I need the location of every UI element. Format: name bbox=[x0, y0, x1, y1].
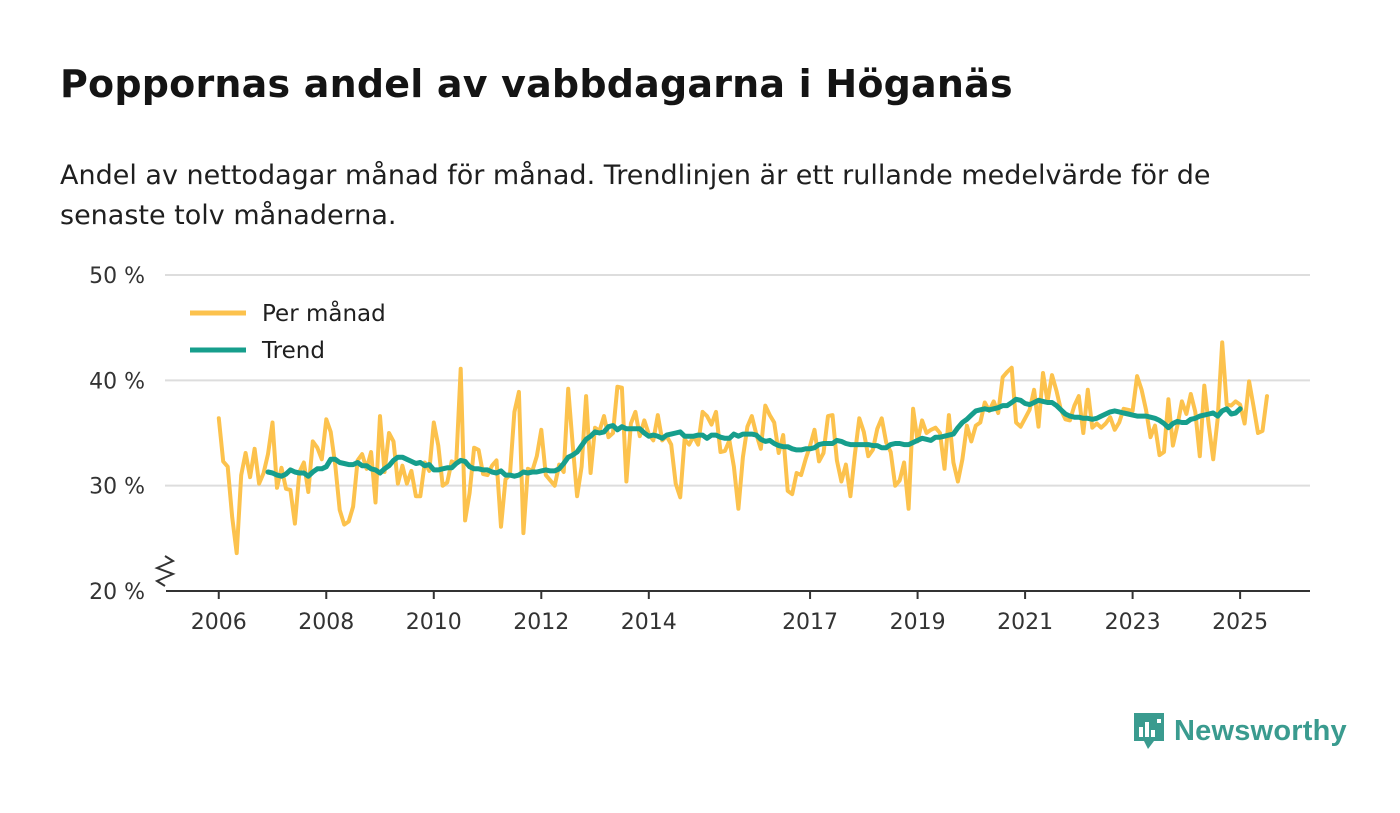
x-tick-label: 2008 bbox=[298, 610, 354, 635]
newsworthy-logo-icon bbox=[1134, 713, 1164, 749]
y-tick-label: 30 % bbox=[89, 475, 145, 500]
newsworthy-logo: Newsworthy bbox=[1132, 711, 1347, 751]
legend: Per månad Trend bbox=[190, 299, 386, 364]
legend-label-trend: Trend bbox=[261, 338, 325, 364]
y-tick-label: 40 % bbox=[89, 369, 145, 394]
x-tick-label: 2012 bbox=[513, 610, 569, 635]
axes: 20 % 30 % 40 % 50 % 2006 2008 2010 2012 2014 2017… bbox=[89, 264, 1310, 635]
x-tick-label: 2006 bbox=[191, 610, 247, 635]
y-tick-label: 20 % bbox=[89, 580, 145, 605]
brand-name: Newsworthy bbox=[1174, 714, 1347, 747]
x-tick-label: 2023 bbox=[1105, 610, 1161, 635]
series-line-monthly bbox=[216, 340, 1269, 556]
series-line-trend bbox=[265, 396, 1243, 479]
chart-subtitle: Andel av nettodagar månad för månad. Tre… bbox=[60, 160, 1211, 231]
x-tick-label: 2025 bbox=[1212, 610, 1268, 635]
axis-break-mark bbox=[154, 555, 176, 587]
x-tick-label: 2021 bbox=[997, 610, 1053, 635]
series-lines bbox=[216, 340, 1269, 556]
x-tick-label: 2014 bbox=[621, 610, 677, 635]
x-tick-label: 2010 bbox=[406, 610, 462, 635]
x-tick-label: 2019 bbox=[890, 610, 946, 635]
legend-label-monthly: Per månad bbox=[262, 299, 386, 327]
chart-title: Poppornas andel av vabbdagarna i Höganäs bbox=[60, 62, 1013, 106]
y-tick-label: 50 % bbox=[89, 264, 145, 289]
x-tick-label: 2017 bbox=[782, 610, 838, 635]
